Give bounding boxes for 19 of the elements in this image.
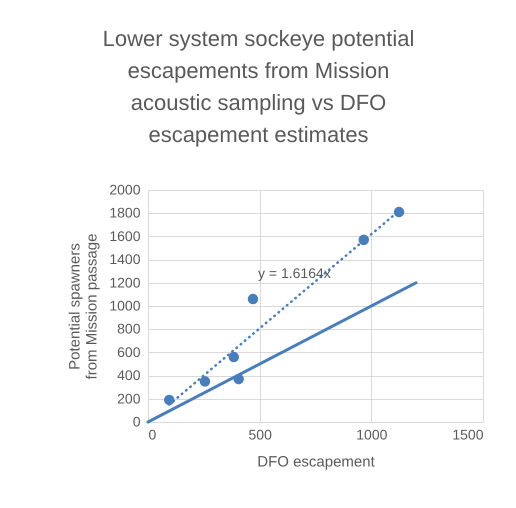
y-tick-label: 1200	[109, 274, 141, 290]
x-tick-label: 1500	[452, 426, 484, 442]
y-tick-label: 2000	[109, 182, 141, 198]
x-tick-label: 1000	[356, 426, 388, 442]
annotation: y = 1.6164x	[258, 265, 331, 281]
x-axis-title: DFO escapement	[257, 454, 376, 470]
y-tick-label: 400	[117, 367, 141, 384]
y-axis-title: Potential spawners from Mission passage	[66, 234, 100, 380]
y-tick-label: 1800	[109, 204, 141, 221]
y-tick-label: 800	[117, 320, 141, 337]
y-tick-label: 1600	[109, 228, 141, 244]
y-tick-label: 1000	[109, 298, 141, 314]
x-tick-label: 0	[148, 426, 156, 442]
y-tick-label: 200	[117, 390, 141, 406]
y-tick-label: 600	[117, 344, 141, 360]
y-tick-label: 0	[132, 414, 141, 430]
x-tick-label: 500	[248, 426, 272, 442]
chart-title: Lower system sockeye potential escapements from Mission acoustic sampling vs DFO escapement estimates	[102, 26, 414, 147]
y-tick-label: 1400	[109, 251, 141, 268]
